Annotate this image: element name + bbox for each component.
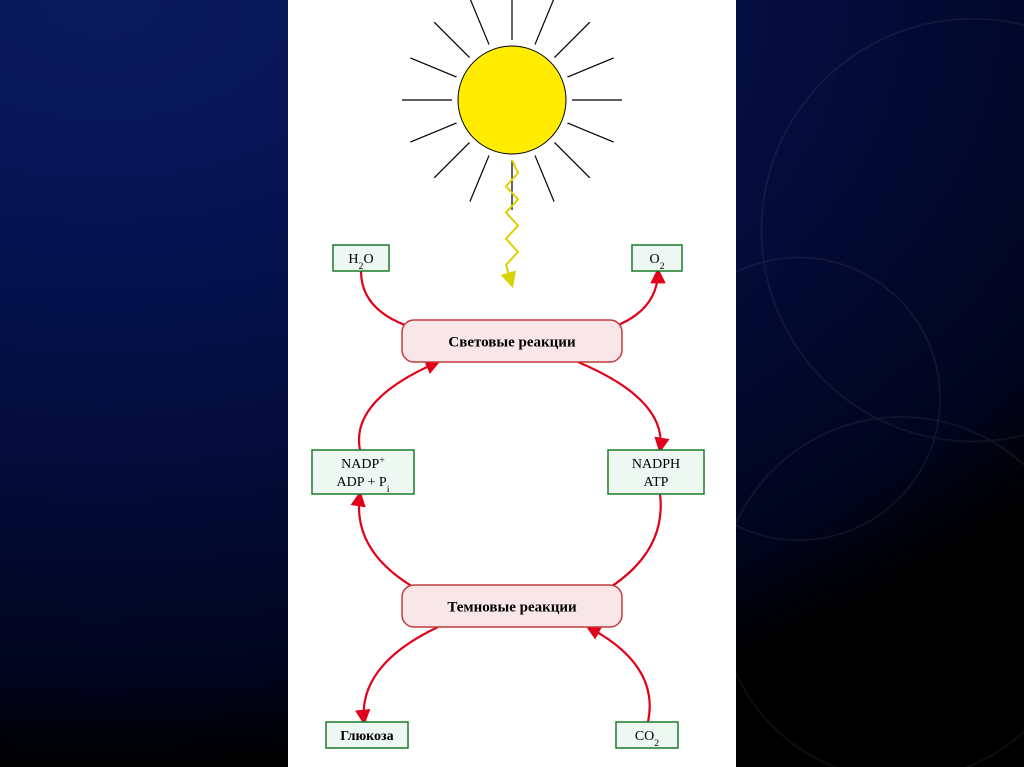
svg-text:NADPH: NADPH xyxy=(632,457,680,472)
node-o2: O2 xyxy=(632,245,682,271)
arrow-nadph_to_dark xyxy=(588,494,661,600)
node-dark: Темновые реакции xyxy=(402,585,622,627)
diagram-panel: H2O O2 Световые реакции NADP+ADP + Pi NADPH A… xyxy=(288,0,736,767)
diagram-svg: H2O O2 Световые реакции NADP+ADP + Pi NADPH A… xyxy=(288,0,736,767)
arrow-nadp_to_light xyxy=(359,362,438,450)
svg-text:NADP+: NADP+ xyxy=(341,455,385,473)
light-bolt xyxy=(506,160,518,285)
node-co2: CO2 xyxy=(616,722,678,748)
arrow-dark_to_nadp xyxy=(359,494,438,600)
svg-text:Темновые реакции: Темновые реакции xyxy=(447,599,577,615)
node-nadp: NADP+ADP + Pi xyxy=(312,450,414,495)
arrow-dark_to_gluc xyxy=(364,627,438,722)
node-nadph: NADPH ATP xyxy=(608,450,704,494)
svg-text:Световые реакции: Световые реакции xyxy=(448,334,576,350)
node-group: H2O O2 Световые реакции NADP+ADP + Pi NADPH A… xyxy=(312,245,704,748)
arrow-light_to_nadph xyxy=(578,362,661,450)
svg-text:ATP: ATP xyxy=(644,475,669,490)
node-light: Световые реакции xyxy=(402,320,622,362)
arrow-co2_to_dark xyxy=(588,627,650,722)
svg-text:Глюкоза: Глюкоза xyxy=(340,729,393,744)
slide-background: H2O O2 Световые реакции NADP+ADP + Pi NADPH A… xyxy=(0,0,1024,767)
node-gluc: Глюкоза xyxy=(326,722,408,748)
node-h2o: H2O xyxy=(333,245,389,271)
